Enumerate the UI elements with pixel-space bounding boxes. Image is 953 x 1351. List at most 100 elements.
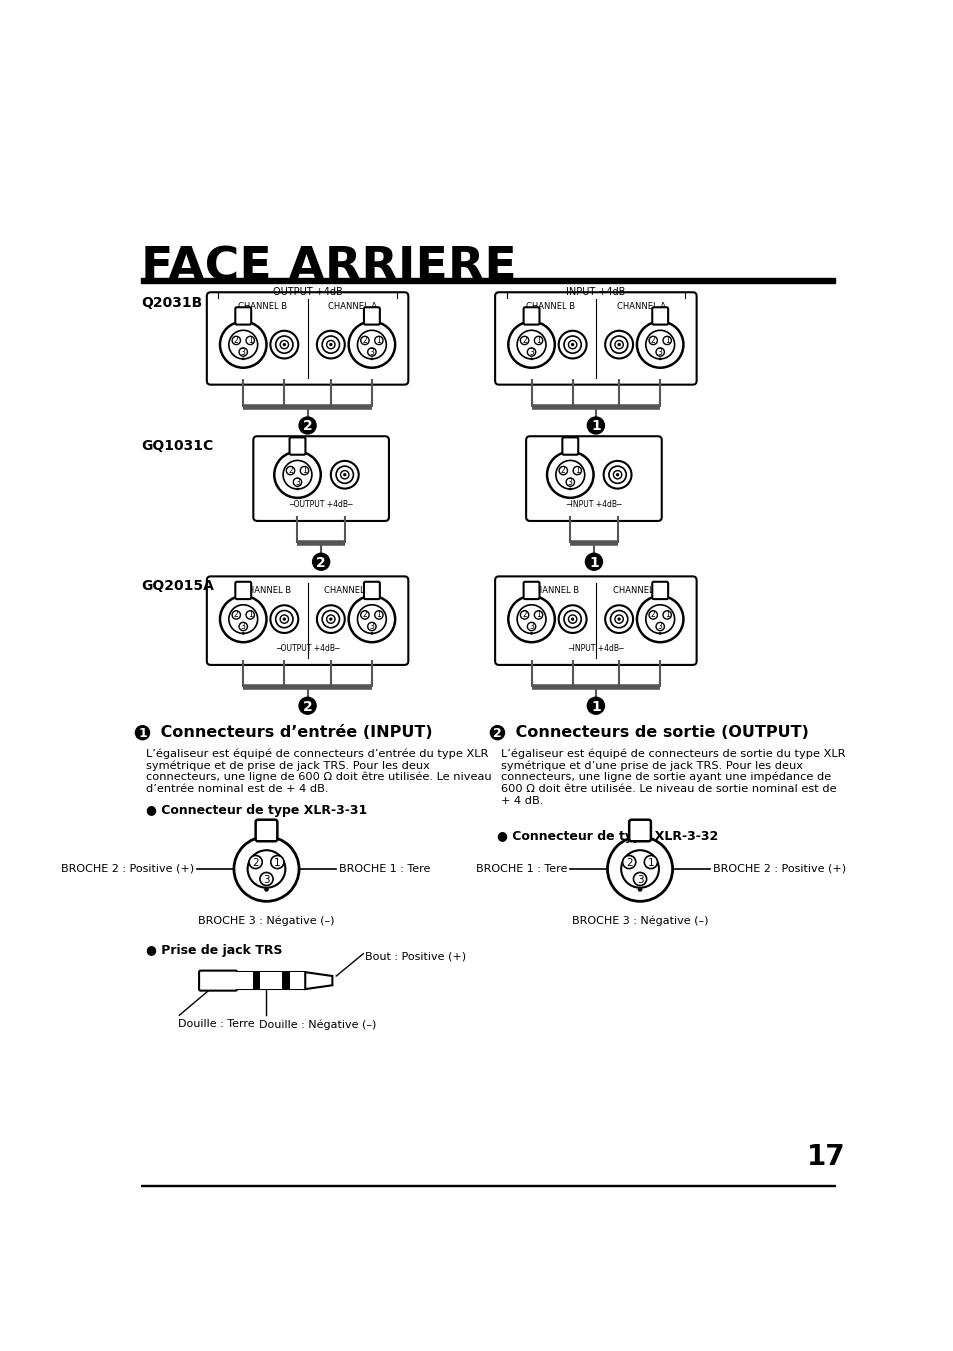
Circle shape [232,611,240,619]
Text: 2: 2 [316,555,326,570]
Circle shape [375,336,383,345]
Bar [653,320,667,326]
Text: 2: 2 [521,611,526,620]
Bar [524,594,538,601]
Text: 1: 1 [302,466,307,476]
Text: 3: 3 [657,347,662,357]
FancyBboxPatch shape [199,970,236,990]
Circle shape [370,632,373,635]
Text: CHANNEL B: CHANNEL B [241,586,291,596]
Text: 1: 1 [664,336,669,345]
Text: Bout : Positive (+): Bout : Positive (+) [365,951,466,962]
FancyBboxPatch shape [629,820,650,842]
FancyBboxPatch shape [525,436,661,521]
Bar [364,320,378,326]
Text: BROCHE 1 : Tere: BROCHE 1 : Tere [339,865,430,874]
Text: CHANNEL A: CHANNEL A [616,303,665,311]
FancyBboxPatch shape [290,438,305,455]
Circle shape [329,617,333,620]
Circle shape [565,478,574,486]
Bar [562,450,577,457]
Bar [235,594,250,601]
Circle shape [648,336,657,345]
FancyBboxPatch shape [523,307,539,324]
Text: connecteurs, une ligne de 600 Ω doit être utilisée. Le niveau: connecteurs, une ligne de 600 Ω doit êtr… [146,771,492,782]
Text: CHANNEL A: CHANNEL A [328,303,377,311]
Text: 1: 1 [248,611,253,620]
Circle shape [242,632,244,635]
Text: GQ2015A: GQ2015A [141,578,213,593]
Circle shape [246,336,254,345]
Circle shape [622,855,635,869]
Text: ● Prise de jack TRS: ● Prise de jack TRS [146,943,283,957]
Text: 1: 1 [647,858,654,867]
Text: GQ1031C: GQ1031C [141,439,213,453]
Text: connecteurs, une ligne de sortie ayant une impédance de: connecteurs, une ligne de sortie ayant u… [500,771,830,782]
Circle shape [585,554,602,570]
FancyBboxPatch shape [207,577,408,665]
Text: FACE ARRIERE: FACE ARRIERE [141,246,517,290]
Text: INPUT +4dB: INPUT +4dB [565,288,625,297]
Circle shape [659,358,660,361]
Circle shape [519,336,528,345]
Text: 1: 1 [590,700,600,713]
Circle shape [343,473,346,477]
FancyBboxPatch shape [207,292,408,385]
Circle shape [587,697,604,715]
Circle shape [527,347,536,357]
Text: 3: 3 [567,478,572,486]
Text: ─OUTPUT +4dB─: ─OUTPUT +4dB─ [275,644,339,654]
Circle shape [534,611,542,619]
Text: 1: 1 [138,727,147,740]
Text: CHANNEL A: CHANNEL A [324,586,373,596]
FancyBboxPatch shape [561,438,578,455]
Circle shape [246,611,254,619]
Circle shape [573,466,580,474]
Circle shape [530,358,533,361]
Text: Q2031B: Q2031B [141,296,202,311]
Circle shape [134,725,150,740]
Text: BROCHE 1 : Tere: BROCHE 1 : Tere [476,865,567,874]
Text: L’égaliseur est équipé de connecteurs de sortie du type XLR: L’égaliseur est équipé de connecteurs de… [500,748,844,759]
Circle shape [570,617,574,620]
Text: 2: 2 [625,858,632,867]
Text: 2: 2 [362,336,367,345]
Circle shape [271,855,284,869]
Bar [282,973,290,989]
Circle shape [298,697,315,715]
Text: CHANNEL B: CHANNEL B [237,303,287,311]
Circle shape [656,623,663,631]
Circle shape [249,855,262,869]
Circle shape [242,358,244,361]
Bar [364,594,378,601]
Text: 3: 3 [263,874,270,885]
Circle shape [360,611,369,619]
Bar [257,835,275,840]
FancyBboxPatch shape [495,577,696,665]
Text: 2: 2 [288,466,293,476]
Text: 17: 17 [806,1143,844,1171]
Circle shape [489,725,505,740]
Bar [524,320,538,326]
FancyBboxPatch shape [495,292,696,385]
Circle shape [370,358,373,361]
Circle shape [662,336,671,345]
Circle shape [519,611,528,619]
Text: 3: 3 [636,874,642,885]
Circle shape [617,343,620,346]
Circle shape [643,855,657,869]
Text: 2: 2 [362,611,367,620]
Text: 3: 3 [294,478,299,486]
Text: BROCHE 3 : Négative (–): BROCHE 3 : Négative (–) [571,915,707,925]
Bar [235,973,305,989]
Text: Connecteurs de sortie (OUTPUT): Connecteurs de sortie (OUTPUT) [509,725,808,740]
Circle shape [367,623,375,631]
Circle shape [264,888,269,892]
Circle shape [616,473,618,477]
FancyBboxPatch shape [523,582,539,598]
Text: BROCHE 2 : Positive (+): BROCHE 2 : Positive (+) [712,865,845,874]
FancyBboxPatch shape [253,436,389,521]
Text: d’entrée nominal est de + 4 dB.: d’entrée nominal est de + 4 dB. [146,784,329,794]
Bar [253,973,260,989]
Text: Douille : Négative (–): Douille : Négative (–) [258,1019,375,1029]
